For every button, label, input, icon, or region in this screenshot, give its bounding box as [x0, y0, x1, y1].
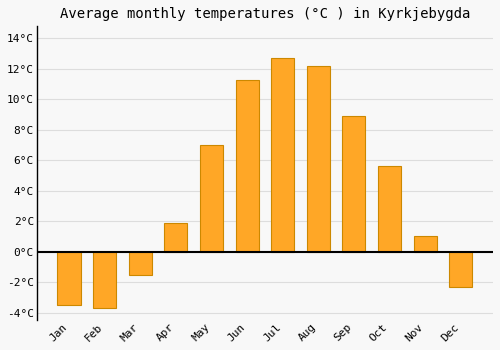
Bar: [58, 252, 80, 305]
Bar: [378, 166, 401, 252]
Bar: [414, 237, 436, 252]
Bar: [342, 116, 365, 252]
Bar: [164, 223, 188, 252]
Bar: [128, 252, 152, 275]
Bar: [93, 252, 116, 308]
Bar: [236, 79, 258, 252]
Bar: [306, 66, 330, 252]
Bar: [449, 252, 472, 287]
Title: Average monthly temperatures (°C ) in Kyrkjebygda: Average monthly temperatures (°C ) in Ky…: [60, 7, 470, 21]
Bar: [200, 145, 223, 252]
Bar: [271, 58, 294, 252]
